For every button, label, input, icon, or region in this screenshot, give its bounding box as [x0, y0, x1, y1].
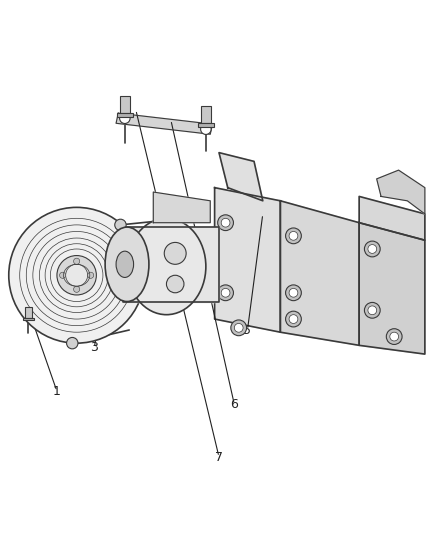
- Circle shape: [286, 311, 301, 327]
- Circle shape: [234, 324, 243, 332]
- Text: 7: 7: [215, 450, 223, 464]
- Circle shape: [390, 332, 399, 341]
- Polygon shape: [359, 197, 425, 240]
- Circle shape: [286, 228, 301, 244]
- Circle shape: [218, 285, 233, 301]
- Circle shape: [120, 113, 130, 124]
- Circle shape: [218, 215, 233, 231]
- Circle shape: [166, 275, 184, 293]
- Circle shape: [286, 285, 301, 301]
- Circle shape: [368, 306, 377, 314]
- Circle shape: [67, 337, 78, 349]
- Circle shape: [289, 288, 298, 297]
- Ellipse shape: [105, 227, 149, 302]
- Polygon shape: [215, 188, 280, 332]
- Ellipse shape: [127, 219, 206, 314]
- Circle shape: [364, 241, 380, 257]
- Circle shape: [164, 243, 186, 264]
- FancyBboxPatch shape: [25, 307, 32, 318]
- Text: 4: 4: [108, 280, 116, 293]
- Circle shape: [231, 320, 247, 336]
- Circle shape: [74, 286, 80, 292]
- Circle shape: [74, 258, 80, 264]
- Circle shape: [221, 219, 230, 227]
- Text: 6: 6: [230, 398, 238, 411]
- Circle shape: [386, 329, 402, 344]
- FancyBboxPatch shape: [117, 113, 133, 117]
- Circle shape: [60, 272, 66, 278]
- Polygon shape: [280, 201, 359, 345]
- FancyBboxPatch shape: [201, 106, 211, 123]
- Text: 1: 1: [53, 385, 61, 398]
- Ellipse shape: [116, 251, 134, 278]
- Circle shape: [368, 245, 377, 253]
- Circle shape: [201, 124, 211, 134]
- Circle shape: [115, 219, 126, 231]
- Polygon shape: [219, 152, 263, 201]
- Polygon shape: [123, 227, 219, 302]
- Circle shape: [57, 255, 96, 295]
- FancyBboxPatch shape: [120, 96, 130, 113]
- Circle shape: [9, 207, 145, 343]
- Text: 3: 3: [90, 341, 98, 354]
- Polygon shape: [153, 192, 210, 223]
- FancyBboxPatch shape: [198, 123, 214, 127]
- Circle shape: [289, 231, 298, 240]
- Text: 2: 2: [28, 286, 35, 300]
- Circle shape: [364, 302, 380, 318]
- FancyBboxPatch shape: [23, 318, 34, 320]
- Polygon shape: [377, 170, 425, 214]
- Circle shape: [66, 264, 88, 286]
- Text: 5: 5: [244, 324, 251, 336]
- Polygon shape: [359, 223, 425, 354]
- Circle shape: [88, 272, 94, 278]
- Circle shape: [221, 288, 230, 297]
- Polygon shape: [116, 113, 212, 134]
- Text: 3: 3: [187, 207, 194, 221]
- Circle shape: [289, 314, 298, 324]
